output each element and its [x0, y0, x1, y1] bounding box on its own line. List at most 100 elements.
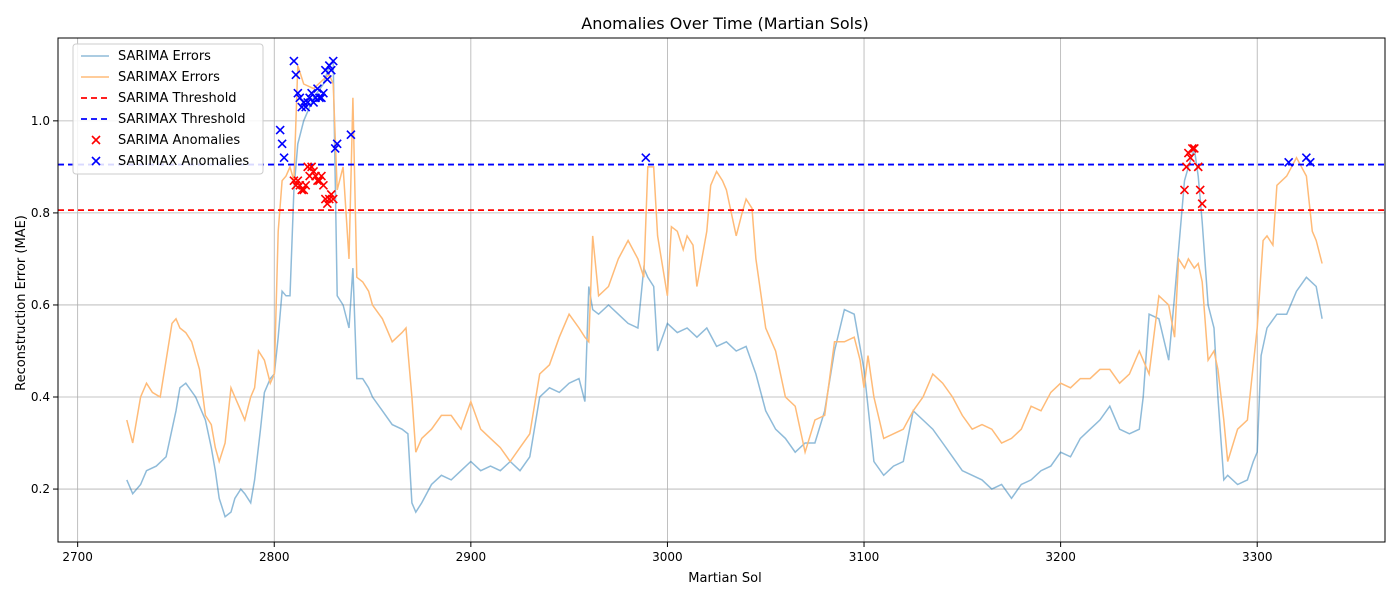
anomaly-marker: [297, 102, 307, 112]
x-tick-label: 3300: [1242, 550, 1273, 564]
marker-stroke: [641, 153, 651, 163]
anomaly-marker: [1185, 153, 1195, 163]
marker-stroke: [322, 74, 332, 84]
marker-stroke: [277, 139, 287, 149]
marker-stroke: [289, 176, 299, 186]
marker-stroke: [1181, 162, 1192, 172]
marker-stroke: [330, 143, 340, 154]
anomaly-marker: [318, 88, 328, 98]
anomaly-marker: [1305, 157, 1315, 167]
marker-stroke: [289, 56, 299, 66]
legend: SARIMA Errors SARIMAX Errors SARIMA Thresh…: [72, 43, 264, 175]
axes-layer: 2700 2800 2900 3000 3100 3200 3300 0.2 0.4 0.6 0.8…: [31, 37, 1386, 564]
anomaly-marker: [307, 162, 317, 172]
marker-stroke: [332, 139, 342, 149]
x-tick-label: 3100: [849, 550, 880, 564]
marker-stroke: [322, 199, 332, 209]
marker-stroke: [318, 180, 328, 190]
anomaly-marker: [293, 88, 303, 98]
anomaly-marker: [289, 176, 299, 186]
anomaly-marker: [277, 139, 287, 149]
anomaly-marker: [301, 180, 311, 190]
anomaly-marker: [279, 153, 289, 163]
anomaly-marker: [291, 180, 301, 190]
legend-label: SARIMA Errors: [118, 49, 211, 64]
anomaly-marker: [332, 139, 342, 149]
plot-frame: [57, 37, 1386, 543]
anomaly-marker: [326, 189, 336, 200]
marker-stroke: [326, 189, 336, 200]
anomaly-marker: [275, 125, 285, 135]
anomaly-marker: [293, 176, 303, 186]
y-tick-label: 0.2: [31, 482, 50, 496]
x-tick-label: 2800: [259, 550, 290, 564]
anomaly-marker: [1179, 185, 1190, 195]
marker-stroke: [312, 84, 323, 94]
legend-label: SARIMAX Errors: [118, 70, 220, 85]
anomaly-marker: [324, 194, 334, 204]
marker-stroke: [291, 180, 301, 190]
marker-stroke: [1179, 185, 1190, 195]
legend-label: SARIMAX Threshold: [118, 112, 245, 127]
anomaly-marker: [1197, 199, 1207, 209]
marker-stroke: [1197, 199, 1207, 209]
marker-stroke: [1305, 157, 1315, 167]
series-line: [126, 65, 1323, 465]
anomaly-marker: [91, 156, 101, 166]
marker-stroke: [320, 194, 330, 204]
anomaly-marker: [309, 166, 319, 177]
x-tick-label: 2700: [62, 550, 93, 564]
marker-stroke: [1185, 153, 1195, 163]
marker-stroke: [346, 130, 356, 140]
marker-stroke: [279, 153, 289, 163]
anomaly-marker: [322, 199, 332, 209]
x-tick-label: 2900: [456, 550, 487, 564]
anomaly-marker: [1187, 143, 1197, 154]
anomaly-marker: [316, 171, 326, 181]
anomaly-marker: [301, 102, 311, 112]
anomaly-marker: [312, 84, 323, 94]
anomaly-marker: [326, 65, 336, 75]
marker-stroke: [309, 97, 319, 108]
marker-stroke: [328, 194, 338, 204]
marker-stroke: [318, 88, 328, 98]
y-tick-label: 1.0: [31, 114, 50, 128]
marker-stroke: [326, 65, 336, 75]
marker-stroke: [293, 176, 303, 186]
series-layer: [58, 56, 1385, 518]
marker-stroke: [307, 162, 317, 172]
anomaly-marker: [309, 97, 319, 108]
y-axis-label: Reconstruction Error (MAE): [14, 215, 29, 391]
anomaly-marker: [291, 70, 301, 80]
marker-stroke: [1195, 185, 1205, 195]
marker-stroke: [324, 194, 334, 204]
anomaly-marker: [91, 135, 101, 145]
marker-stroke: [301, 180, 311, 190]
marker-stroke: [328, 56, 338, 66]
legend-label: SARIMA Anomalies: [118, 133, 240, 148]
marker-stroke: [1284, 157, 1294, 167]
marker-stroke: [314, 176, 325, 186]
x-axis-label: Martian Sol: [688, 571, 761, 586]
anomaly-marker: [316, 93, 326, 103]
marker-stroke: [297, 102, 307, 112]
y-tick-label: 0.4: [31, 390, 50, 404]
y-tick-label: 0.8: [31, 206, 50, 220]
marker-stroke: [1187, 143, 1197, 154]
anomaly-marker: [320, 194, 330, 204]
marker-stroke: [1301, 153, 1311, 163]
marker-stroke: [1189, 143, 1199, 154]
marker-stroke: [291, 70, 301, 80]
anomaly-marker: [322, 74, 332, 84]
marker-stroke: [1193, 162, 1203, 172]
marker-stroke: [316, 93, 326, 103]
series-line: [126, 58, 1323, 518]
anomaly-marker: [641, 153, 651, 163]
x-tick-label: 3200: [1045, 550, 1076, 564]
anomaly-marker: [328, 194, 338, 204]
anomaly-marker: [299, 97, 309, 108]
marker-stroke: [91, 135, 101, 145]
anomaly-marker: [330, 143, 340, 154]
